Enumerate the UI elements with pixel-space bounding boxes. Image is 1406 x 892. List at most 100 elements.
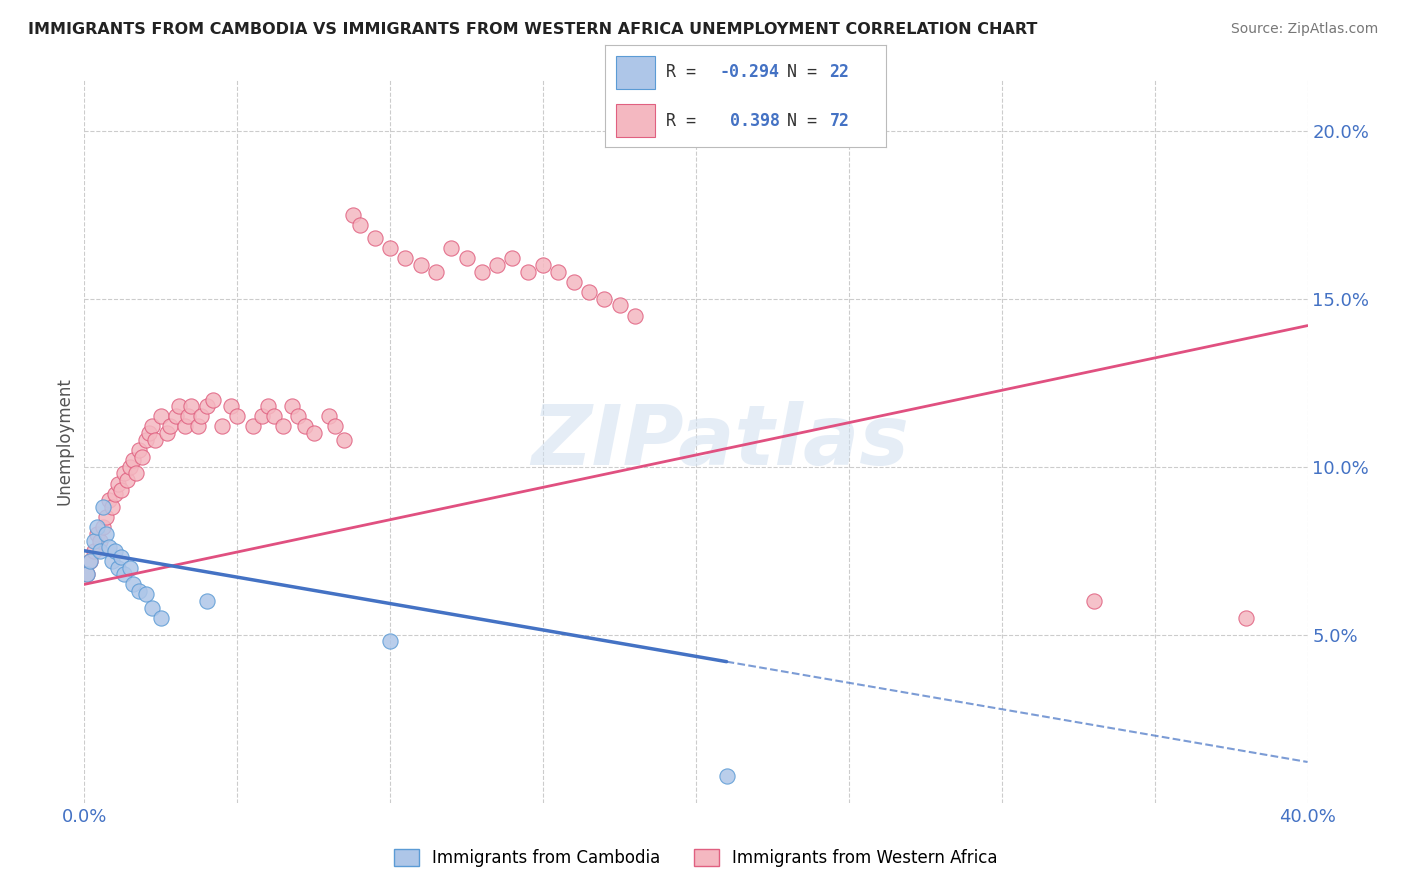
Point [624,309,647,323]
Point [516,265,538,279]
Point [97,541,120,555]
Point [115,473,138,487]
Point [380,634,402,648]
Point [128,442,150,457]
Point [101,500,124,514]
Point [86,520,108,534]
Text: R =: R = [666,63,696,81]
Point [76,567,98,582]
Point [167,399,190,413]
Y-axis label: Unemployment: Unemployment [55,377,73,506]
Point [219,399,242,413]
Point [380,241,402,255]
Bar [616,56,655,88]
Point [716,769,738,783]
Point [79,554,101,568]
Point [135,433,157,447]
Point [165,409,187,424]
Point [342,208,364,222]
Point [425,265,447,279]
Point [107,476,129,491]
Point [294,419,316,434]
Point [104,486,127,500]
Point [141,600,163,615]
Point [195,594,218,608]
Point [180,399,202,413]
Point [120,560,142,574]
Point [97,493,120,508]
Point [76,567,98,582]
Text: Source: ZipAtlas.com: Source: ZipAtlas.com [1230,22,1378,37]
Point [89,543,111,558]
Point [531,258,554,272]
Point [104,543,127,558]
Point [177,409,200,424]
Point [125,467,148,481]
Point [190,409,212,424]
Text: N =: N = [787,63,817,81]
Text: R =: R = [666,112,696,129]
Point [250,409,273,424]
Text: 22: 22 [830,63,849,81]
Point [91,520,114,534]
Point [83,533,105,548]
Point [318,409,340,424]
Point [174,419,197,434]
Point [323,419,346,434]
Point [609,298,631,312]
Point [593,292,616,306]
Point [409,258,432,272]
Point [226,409,249,424]
Point [281,399,304,413]
Point [257,399,280,413]
Point [349,218,371,232]
Point [159,419,181,434]
Point [333,433,356,447]
Point [89,533,111,548]
Point [195,399,218,413]
Point [242,419,264,434]
Point [302,426,325,441]
Point [112,567,135,582]
Point [287,409,309,424]
Text: ZIPatlas: ZIPatlas [531,401,910,482]
Point [440,241,463,255]
Point [394,252,416,266]
Point [456,252,478,266]
Point [547,265,569,279]
Point [263,409,285,424]
Point [94,510,117,524]
Point [186,419,208,434]
Point [143,433,166,447]
Bar [616,104,655,137]
Point [107,560,129,574]
Point [502,252,524,266]
Point [201,392,224,407]
Point [138,426,160,441]
Point [141,419,163,434]
Point [120,459,142,474]
Point [1236,611,1258,625]
Legend: Immigrants from Cambodia, Immigrants from Western Africa: Immigrants from Cambodia, Immigrants fro… [388,842,1004,874]
Point [271,419,294,434]
Point [149,409,172,424]
Text: IMMIGRANTS FROM CAMBODIA VS IMMIGRANTS FROM WESTERN AFRICA UNEMPLOYMENT CORRELAT: IMMIGRANTS FROM CAMBODIA VS IMMIGRANTS F… [28,22,1038,37]
Point [471,265,494,279]
Text: -0.294: -0.294 [720,63,780,81]
Text: 0.398: 0.398 [720,112,780,129]
Point [110,550,132,565]
Point [83,543,105,558]
Point [135,587,157,601]
Point [110,483,132,498]
Point [149,611,172,625]
Point [578,285,600,299]
Point [79,554,101,568]
Point [112,467,135,481]
Point [122,577,145,591]
Point [211,419,233,434]
Point [131,450,153,464]
Point [128,584,150,599]
Point [562,275,585,289]
Point [486,258,509,272]
Text: 72: 72 [830,112,849,129]
